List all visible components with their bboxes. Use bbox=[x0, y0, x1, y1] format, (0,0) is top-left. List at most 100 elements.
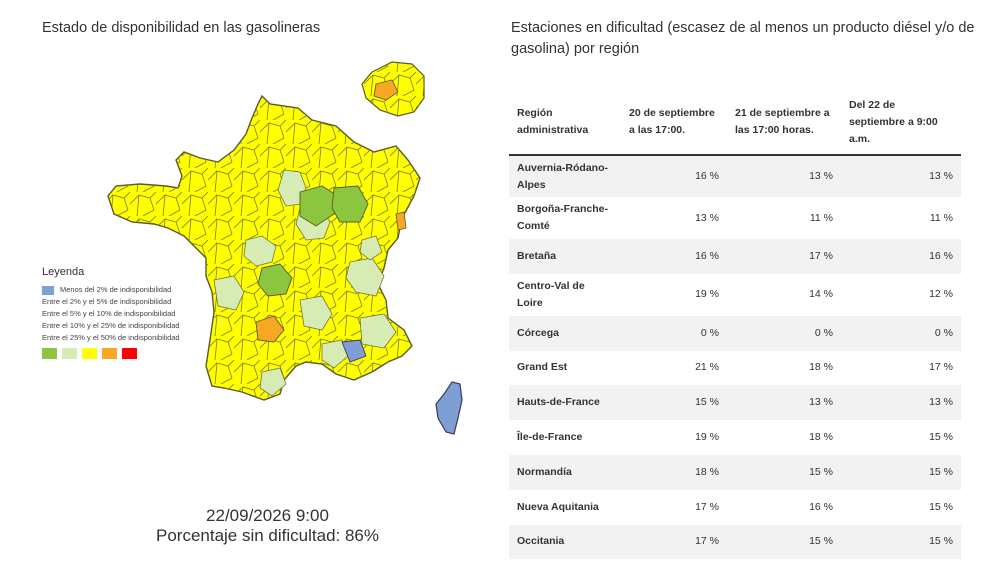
cell-sep-22: 16 % bbox=[929, 249, 953, 262]
region-table: Región administrativa 20 de septiembre a… bbox=[509, 90, 961, 560]
cell-sep-20: 16 % bbox=[695, 170, 719, 182]
cell-sep-21: 0 % bbox=[814, 326, 833, 339]
cell-region: Bretaña bbox=[517, 249, 557, 262]
cell-sep-20: 21 % bbox=[695, 361, 719, 374]
table-row: Auvernia-Ródano-Alpes 16 % 13 % 13 % bbox=[509, 155, 961, 197]
percent-without-difficulty: Porcentaje sin dificultad: 86% bbox=[155, 526, 380, 545]
cell-sep-22: 13 % bbox=[929, 170, 953, 182]
cell-sep-22: 15 % bbox=[929, 465, 953, 478]
table-row: Borgoña-Franche-Comté 13 % 11 % 11 % bbox=[509, 197, 961, 239]
legend-item-label: Entre el 25% y el 50% de indisponibilida… bbox=[42, 333, 180, 342]
legend-item-label: Menos del 2% de indisponibilidad bbox=[60, 285, 172, 294]
france-map bbox=[0, 40, 480, 510]
cell-sep-20: 19 % bbox=[695, 288, 719, 301]
legend-item: Entre el 5% y el 10% de indisponibilidad bbox=[42, 308, 180, 320]
cell-sep-21: 14 % bbox=[809, 288, 833, 301]
cell-sep-20: 15 % bbox=[695, 396, 719, 409]
legend-swatch-yellow bbox=[82, 348, 97, 359]
legend-title: Leyenda bbox=[42, 266, 85, 278]
table-row: Bretaña 16 % 17 % 16 % bbox=[509, 239, 961, 274]
table-row: Nueva Aquitania 17 % 16 % 15 % bbox=[509, 489, 961, 525]
cell-sep-20: 19 % bbox=[695, 431, 719, 444]
cell-region: Occitania bbox=[517, 535, 565, 548]
cell-sep-22: 15 % bbox=[929, 431, 953, 444]
table-row: Occitania 17 % 15 % 15 % bbox=[509, 524, 961, 560]
header-sep-21: 21 de septiembre a las 17:00 horas. bbox=[735, 107, 830, 136]
corsica bbox=[435, 381, 463, 435]
cell-sep-21: 16 % bbox=[809, 500, 833, 513]
region-light-green bbox=[243, 235, 277, 267]
table-row: Normandía 18 % 15 % 15 % bbox=[509, 454, 961, 490]
legend-item: Entre el 25% y el 50% de indisponibilida… bbox=[42, 332, 180, 344]
cell-sep-20: 17 % bbox=[695, 535, 719, 548]
region-green bbox=[331, 185, 369, 223]
table-title: Estaciones en dificultad (escasez de al … bbox=[511, 20, 975, 57]
cell-sep-21: 13 % bbox=[809, 396, 833, 409]
region-blue bbox=[341, 339, 367, 363]
region-green bbox=[257, 263, 293, 297]
cell-sep-20: 18 % bbox=[695, 465, 719, 478]
france-map-svg bbox=[107, 61, 463, 435]
cell-sep-20: 17 % bbox=[695, 500, 719, 513]
table-row: Hauts-de-France 15 % 13 % 13 % bbox=[509, 385, 961, 421]
cell-sep-22: 15 % bbox=[929, 535, 953, 548]
legend-item: Entre el 10% y el 25% de indisponibilida… bbox=[42, 320, 180, 332]
legend-swatch-green bbox=[42, 348, 57, 359]
table-body: Auvernia-Ródano-Alpes 16 % 13 % 13 % Borgoña… bbox=[509, 155, 961, 560]
table-row: Grand Est 21 % 18 % 17 % bbox=[509, 350, 961, 386]
legend-swatch-red bbox=[122, 348, 137, 359]
cell-sep-22: 11 % bbox=[929, 211, 953, 224]
region-light-green bbox=[213, 275, 245, 311]
legend-swatch-light-green bbox=[62, 348, 77, 359]
cell-sep-21: 18 % bbox=[809, 431, 833, 444]
region-orange bbox=[395, 211, 407, 231]
header-region: Región administrativa bbox=[517, 107, 589, 136]
cell-region: Île-de-France bbox=[517, 431, 583, 444]
cell-sep-22: 15 % bbox=[929, 500, 953, 513]
inset-orange bbox=[373, 79, 399, 101]
region-light-green bbox=[359, 235, 383, 261]
table-row: Centro-Val de Loire 19 % 14 % 12 % bbox=[509, 273, 961, 316]
legend-swatches bbox=[42, 348, 180, 359]
cell-sep-21: 11 % bbox=[809, 211, 833, 224]
region-light-green bbox=[321, 339, 349, 369]
legend-blue-swatch bbox=[42, 285, 54, 295]
legend-item-label: Entre el 2% y el 5% de indisponibilidad bbox=[42, 297, 172, 306]
cell-region: Normandía bbox=[517, 465, 572, 478]
cell-sep-21: 13 % bbox=[809, 170, 833, 182]
cell-region: Grand Est bbox=[517, 361, 568, 374]
region-light-green bbox=[299, 295, 333, 331]
cell-sep-21: 15 % bbox=[809, 465, 833, 478]
cell-sep-21: 17 % bbox=[809, 249, 833, 262]
legend-item: Entre el 2% y el 5% de indisponibilidad bbox=[42, 296, 180, 308]
cell-sep-20: 16 % bbox=[695, 249, 719, 262]
cell-sep-22: 17 % bbox=[929, 361, 953, 374]
region-green bbox=[299, 185, 339, 227]
cell-sep-20: 13 % bbox=[695, 211, 719, 224]
table-header-row: Región administrativa 20 de septiembre a… bbox=[509, 90, 961, 155]
cell-region: Auvernia-Ródano-Alpes bbox=[517, 161, 609, 191]
legend-item-label: Entre el 10% y el 25% de indisponibilida… bbox=[42, 321, 180, 330]
region-light-green bbox=[359, 313, 397, 349]
cell-sep-20: 0 % bbox=[700, 326, 719, 339]
map-title: Estado de disponibilidad en las gasoline… bbox=[42, 20, 321, 36]
header-sep-22: Del 22 de septiembre a 9:00 a.m. bbox=[849, 98, 938, 145]
legend-swatch-orange bbox=[102, 348, 117, 359]
legend-item-label: Entre el 5% y el 10% de indisponibilidad bbox=[42, 309, 176, 318]
region-orange bbox=[255, 315, 285, 343]
cell-region: Nueva Aquitania bbox=[517, 500, 599, 513]
cell-sep-22: 0 % bbox=[934, 326, 953, 339]
cell-sep-21: 18 % bbox=[809, 361, 833, 374]
cell-region: Borgoña-Franche-Comté bbox=[517, 203, 609, 232]
table-row: Île-de-France 19 % 18 % 15 % bbox=[509, 420, 961, 455]
cell-sep-22: 13 % bbox=[929, 396, 953, 409]
cell-region: Córcega bbox=[517, 326, 560, 339]
map-date: 22/09/2026 9:00 bbox=[206, 506, 329, 525]
cell-sep-21: 15 % bbox=[809, 535, 833, 548]
header-sep-20: 20 de septiembre a las 17:00. bbox=[629, 107, 715, 136]
cell-sep-22: 12 % bbox=[929, 288, 953, 301]
cell-region: Centro-Val de Loire bbox=[517, 279, 585, 309]
legend-item: Menos del 2% de indisponibilidad bbox=[42, 284, 180, 296]
table-row: Córcega 0 % 0 % 0 % bbox=[509, 315, 961, 351]
region-light-green bbox=[259, 367, 287, 397]
